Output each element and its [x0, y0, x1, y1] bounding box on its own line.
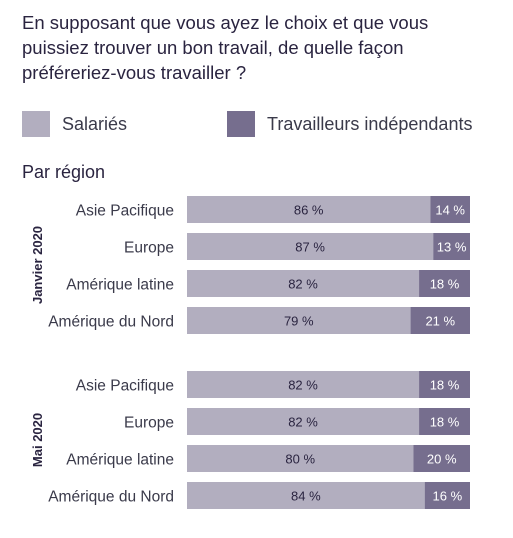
- bar-salaried: [187, 408, 420, 435]
- data-label-salaried: 80 %: [285, 452, 315, 467]
- category-label: Amérique latine: [66, 452, 174, 469]
- legend-swatch-independent: [227, 111, 255, 137]
- category-label: Amérique latine: [66, 277, 174, 294]
- legend-item-salaried: Salariés: [22, 110, 127, 138]
- category-label: Amérique du Nord: [48, 489, 174, 506]
- bar-salaried: [187, 233, 434, 260]
- data-label-salaried: 82 %: [288, 378, 318, 393]
- data-label-independent: 20 %: [427, 452, 457, 467]
- data-label-salaried: 84 %: [291, 489, 321, 504]
- legend-swatch-salaried: [22, 111, 50, 137]
- data-label-salaried: 87 %: [295, 240, 325, 255]
- chart-subtitle: Par région: [22, 162, 106, 182]
- category-label: Europe: [124, 415, 174, 432]
- category-label: Amérique du Nord: [48, 314, 174, 331]
- category-label: Asie Pacifique: [76, 378, 174, 395]
- category-label: Europe: [124, 240, 174, 257]
- bar-salaried: [187, 445, 414, 472]
- data-label-independent: 14 %: [435, 203, 465, 218]
- group-label: Janvier 2020: [30, 226, 45, 304]
- legend-label-salaried: Salariés: [62, 113, 128, 134]
- bar-independent: [410, 307, 470, 334]
- data-label-salaried: 82 %: [288, 415, 318, 430]
- bar-independent: [419, 270, 470, 297]
- bar-salaried: [187, 371, 420, 398]
- data-label-independent: 18 %: [430, 378, 460, 393]
- data-label-salaried: 82 %: [288, 277, 318, 292]
- data-label-independent: 13 %: [437, 240, 467, 255]
- bar-independent: [430, 196, 470, 223]
- data-label-independent: 21 %: [425, 314, 455, 329]
- data-label-salaried: 86 %: [294, 203, 324, 218]
- bar-salaried: [187, 482, 425, 509]
- legend-item-independent: Travailleurs indépendants: [227, 110, 472, 138]
- bar-independent: [419, 371, 470, 398]
- bar-independent: [419, 408, 470, 435]
- bar-salaried: [187, 307, 411, 334]
- chart-question: En supposant que vous ayez le choix et q…: [22, 12, 429, 83]
- group-label: Mai 2020: [30, 413, 45, 467]
- bar-independent: [424, 482, 470, 509]
- legend-label-independent: Travailleurs indépendants: [267, 113, 473, 134]
- data-label-independent: 18 %: [430, 277, 460, 292]
- bar-salaried: [187, 196, 431, 223]
- bar-independent: [413, 445, 470, 472]
- data-label-independent: 16 %: [433, 489, 463, 504]
- bar-independent: [433, 233, 470, 260]
- data-label-independent: 18 %: [430, 415, 460, 430]
- category-label: Asie Pacifique: [76, 203, 174, 220]
- bar-salaried: [187, 270, 420, 297]
- data-label-salaried: 79 %: [284, 314, 314, 329]
